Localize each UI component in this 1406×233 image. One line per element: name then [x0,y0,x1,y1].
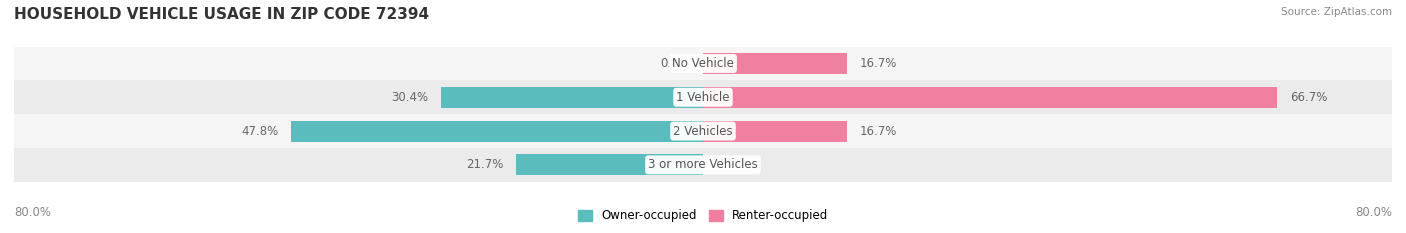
Text: 21.7%: 21.7% [465,158,503,171]
Bar [441,87,703,108]
Text: 2 Vehicles: 2 Vehicles [673,125,733,137]
Bar [14,148,1392,182]
Text: HOUSEHOLD VEHICLE USAGE IN ZIP CODE 72394: HOUSEHOLD VEHICLE USAGE IN ZIP CODE 7239… [14,7,429,22]
Text: 0.0%: 0.0% [716,158,745,171]
Bar [14,114,1392,148]
Text: 47.8%: 47.8% [242,125,278,137]
Text: 16.7%: 16.7% [859,125,897,137]
Text: 1 Vehicle: 1 Vehicle [676,91,730,104]
Legend: Owner-occupied, Renter-occupied: Owner-occupied, Renter-occupied [572,205,834,227]
Text: 80.0%: 80.0% [14,206,51,219]
Bar [703,121,846,141]
Text: 16.7%: 16.7% [859,57,897,70]
Bar [14,47,1392,80]
Bar [14,80,1392,114]
Text: 80.0%: 80.0% [1355,206,1392,219]
Text: 66.7%: 66.7% [1291,91,1327,104]
Bar [516,154,703,175]
Bar [703,53,846,74]
Text: 30.4%: 30.4% [391,91,429,104]
Bar [291,121,703,141]
Text: No Vehicle: No Vehicle [672,57,734,70]
Text: Source: ZipAtlas.com: Source: ZipAtlas.com [1281,7,1392,17]
Text: 3 or more Vehicles: 3 or more Vehicles [648,158,758,171]
Bar [703,87,1278,108]
Text: 0.0%: 0.0% [661,57,690,70]
